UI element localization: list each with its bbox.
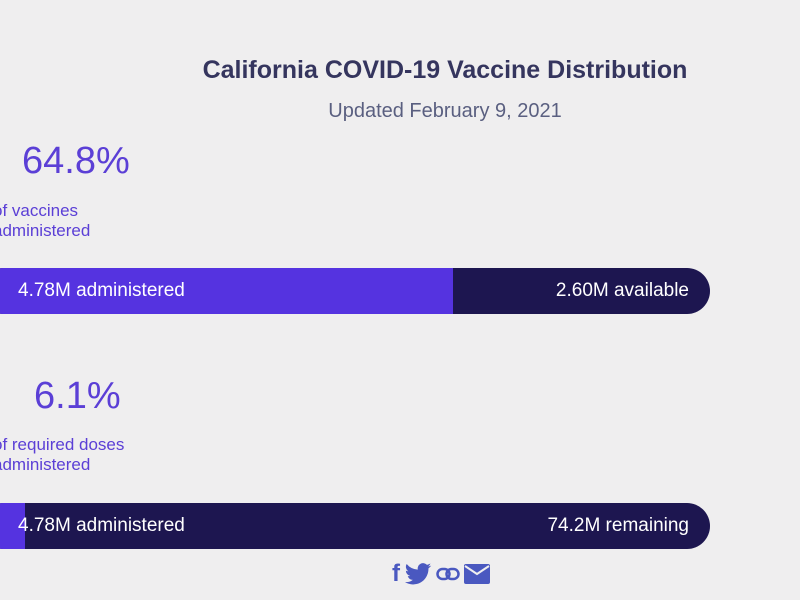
desc-line: administered — [0, 455, 91, 474]
stat-description: of required doses administered — [0, 435, 124, 475]
desc-line: of required doses — [0, 435, 125, 454]
progress-bar: 4.78M administered 74.2M remaining — [0, 503, 710, 549]
administered-label: 4.78M administered — [18, 515, 185, 536]
twitter-icon[interactable] — [404, 563, 432, 585]
facebook-icon[interactable]: f — [392, 560, 400, 587]
link-icon[interactable] — [436, 567, 460, 581]
progress-bar: 4.78M administered 2.60M available — [0, 268, 710, 314]
available-label: 2.60M available — [555, 280, 689, 301]
administered-fill — [0, 503, 25, 549]
share-icons: f — [392, 560, 490, 588]
desc-line: of vaccines — [0, 201, 79, 220]
stat-description: of vaccines administered — [0, 201, 90, 241]
administered-fill — [0, 268, 454, 314]
email-icon[interactable] — [464, 564, 490, 584]
stat-percent: 6.1% — [34, 375, 121, 417]
updated-date: Updated February 9, 2021 — [328, 100, 562, 122]
administered-label: 4.78M administered — [18, 280, 185, 301]
remaining-label: 74.2M remaining — [547, 515, 689, 536]
stat-percent: 64.8% — [22, 140, 130, 182]
page-title: California COVID-19 Vaccine Distribution — [202, 56, 688, 84]
desc-line: administered — [0, 221, 91, 240]
